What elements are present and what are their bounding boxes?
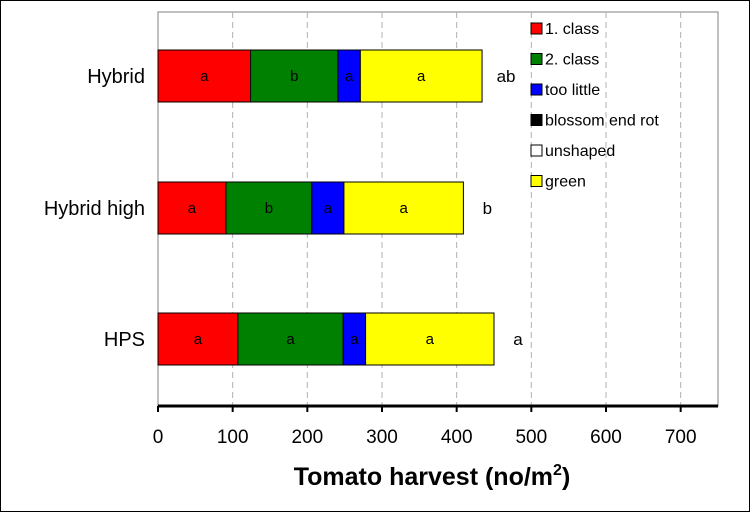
- x-tick-label: 100: [217, 427, 249, 448]
- x-tick-label: 200: [291, 427, 323, 448]
- x-tick-label: 500: [515, 427, 547, 448]
- legend-swatch: [530, 83, 543, 96]
- legend-label: blossom end rot: [545, 113, 659, 130]
- legend-swatch: [530, 53, 543, 65]
- segment-label: a: [350, 331, 359, 348]
- x-axis-title: Tomato harvest (no/m2): [294, 462, 571, 491]
- bar-segment: [250, 49, 339, 103]
- legend-label: 2. class: [545, 52, 599, 69]
- bar-segment: [359, 49, 483, 103]
- x-tick-label: 0: [153, 427, 164, 448]
- bar-segment: [365, 312, 495, 366]
- legend-swatch: [530, 144, 543, 157]
- total-labels: ab b a: [483, 67, 524, 349]
- bar-segment: [157, 312, 239, 366]
- legend-swatch: [530, 22, 543, 35]
- total-label: a: [513, 330, 523, 349]
- legend: 1. class 2. class too little blossom end ro…: [530, 21, 659, 191]
- bars: a b a a a b a a a a a a: [157, 49, 495, 366]
- segment-label: a: [286, 331, 295, 348]
- legend-label: too little: [545, 82, 600, 99]
- x-tick-label: 400: [441, 427, 473, 448]
- category-label: Hybrid high: [44, 198, 145, 220]
- segment-label: a: [426, 331, 435, 348]
- legend-label: 1. class: [545, 21, 599, 38]
- total-label: b: [483, 199, 492, 218]
- bar-segment: [343, 181, 464, 235]
- legend-swatch: [530, 114, 543, 126]
- segment-label: b: [265, 200, 273, 217]
- legend-label: green: [545, 174, 586, 191]
- segment-label: a: [399, 200, 408, 217]
- segment-label: a: [324, 200, 333, 217]
- segment-label: b: [290, 68, 298, 85]
- bar-segment: [237, 312, 344, 366]
- legend-swatch: [530, 175, 543, 187]
- category-label: Hybrid: [87, 66, 145, 88]
- segment-label: a: [345, 68, 354, 85]
- x-tick-label: 300: [366, 427, 398, 448]
- segment-label: a: [188, 200, 197, 217]
- category-labels: Hybrid Hybrid high HPS: [44, 66, 145, 351]
- x-tick-label: 600: [590, 427, 622, 448]
- segment-label: a: [194, 331, 203, 348]
- x-tick-label: 700: [665, 427, 697, 448]
- segment-label: a: [417, 68, 426, 85]
- legend-label: unshaped: [545, 143, 615, 160]
- segment-label: a: [200, 68, 209, 85]
- x-axis-ticks: 0 100 200 300 400 500 600 700: [153, 406, 697, 448]
- total-label: ab: [497, 67, 516, 86]
- category-label: HPS: [104, 329, 145, 351]
- bar-segment: [157, 181, 227, 235]
